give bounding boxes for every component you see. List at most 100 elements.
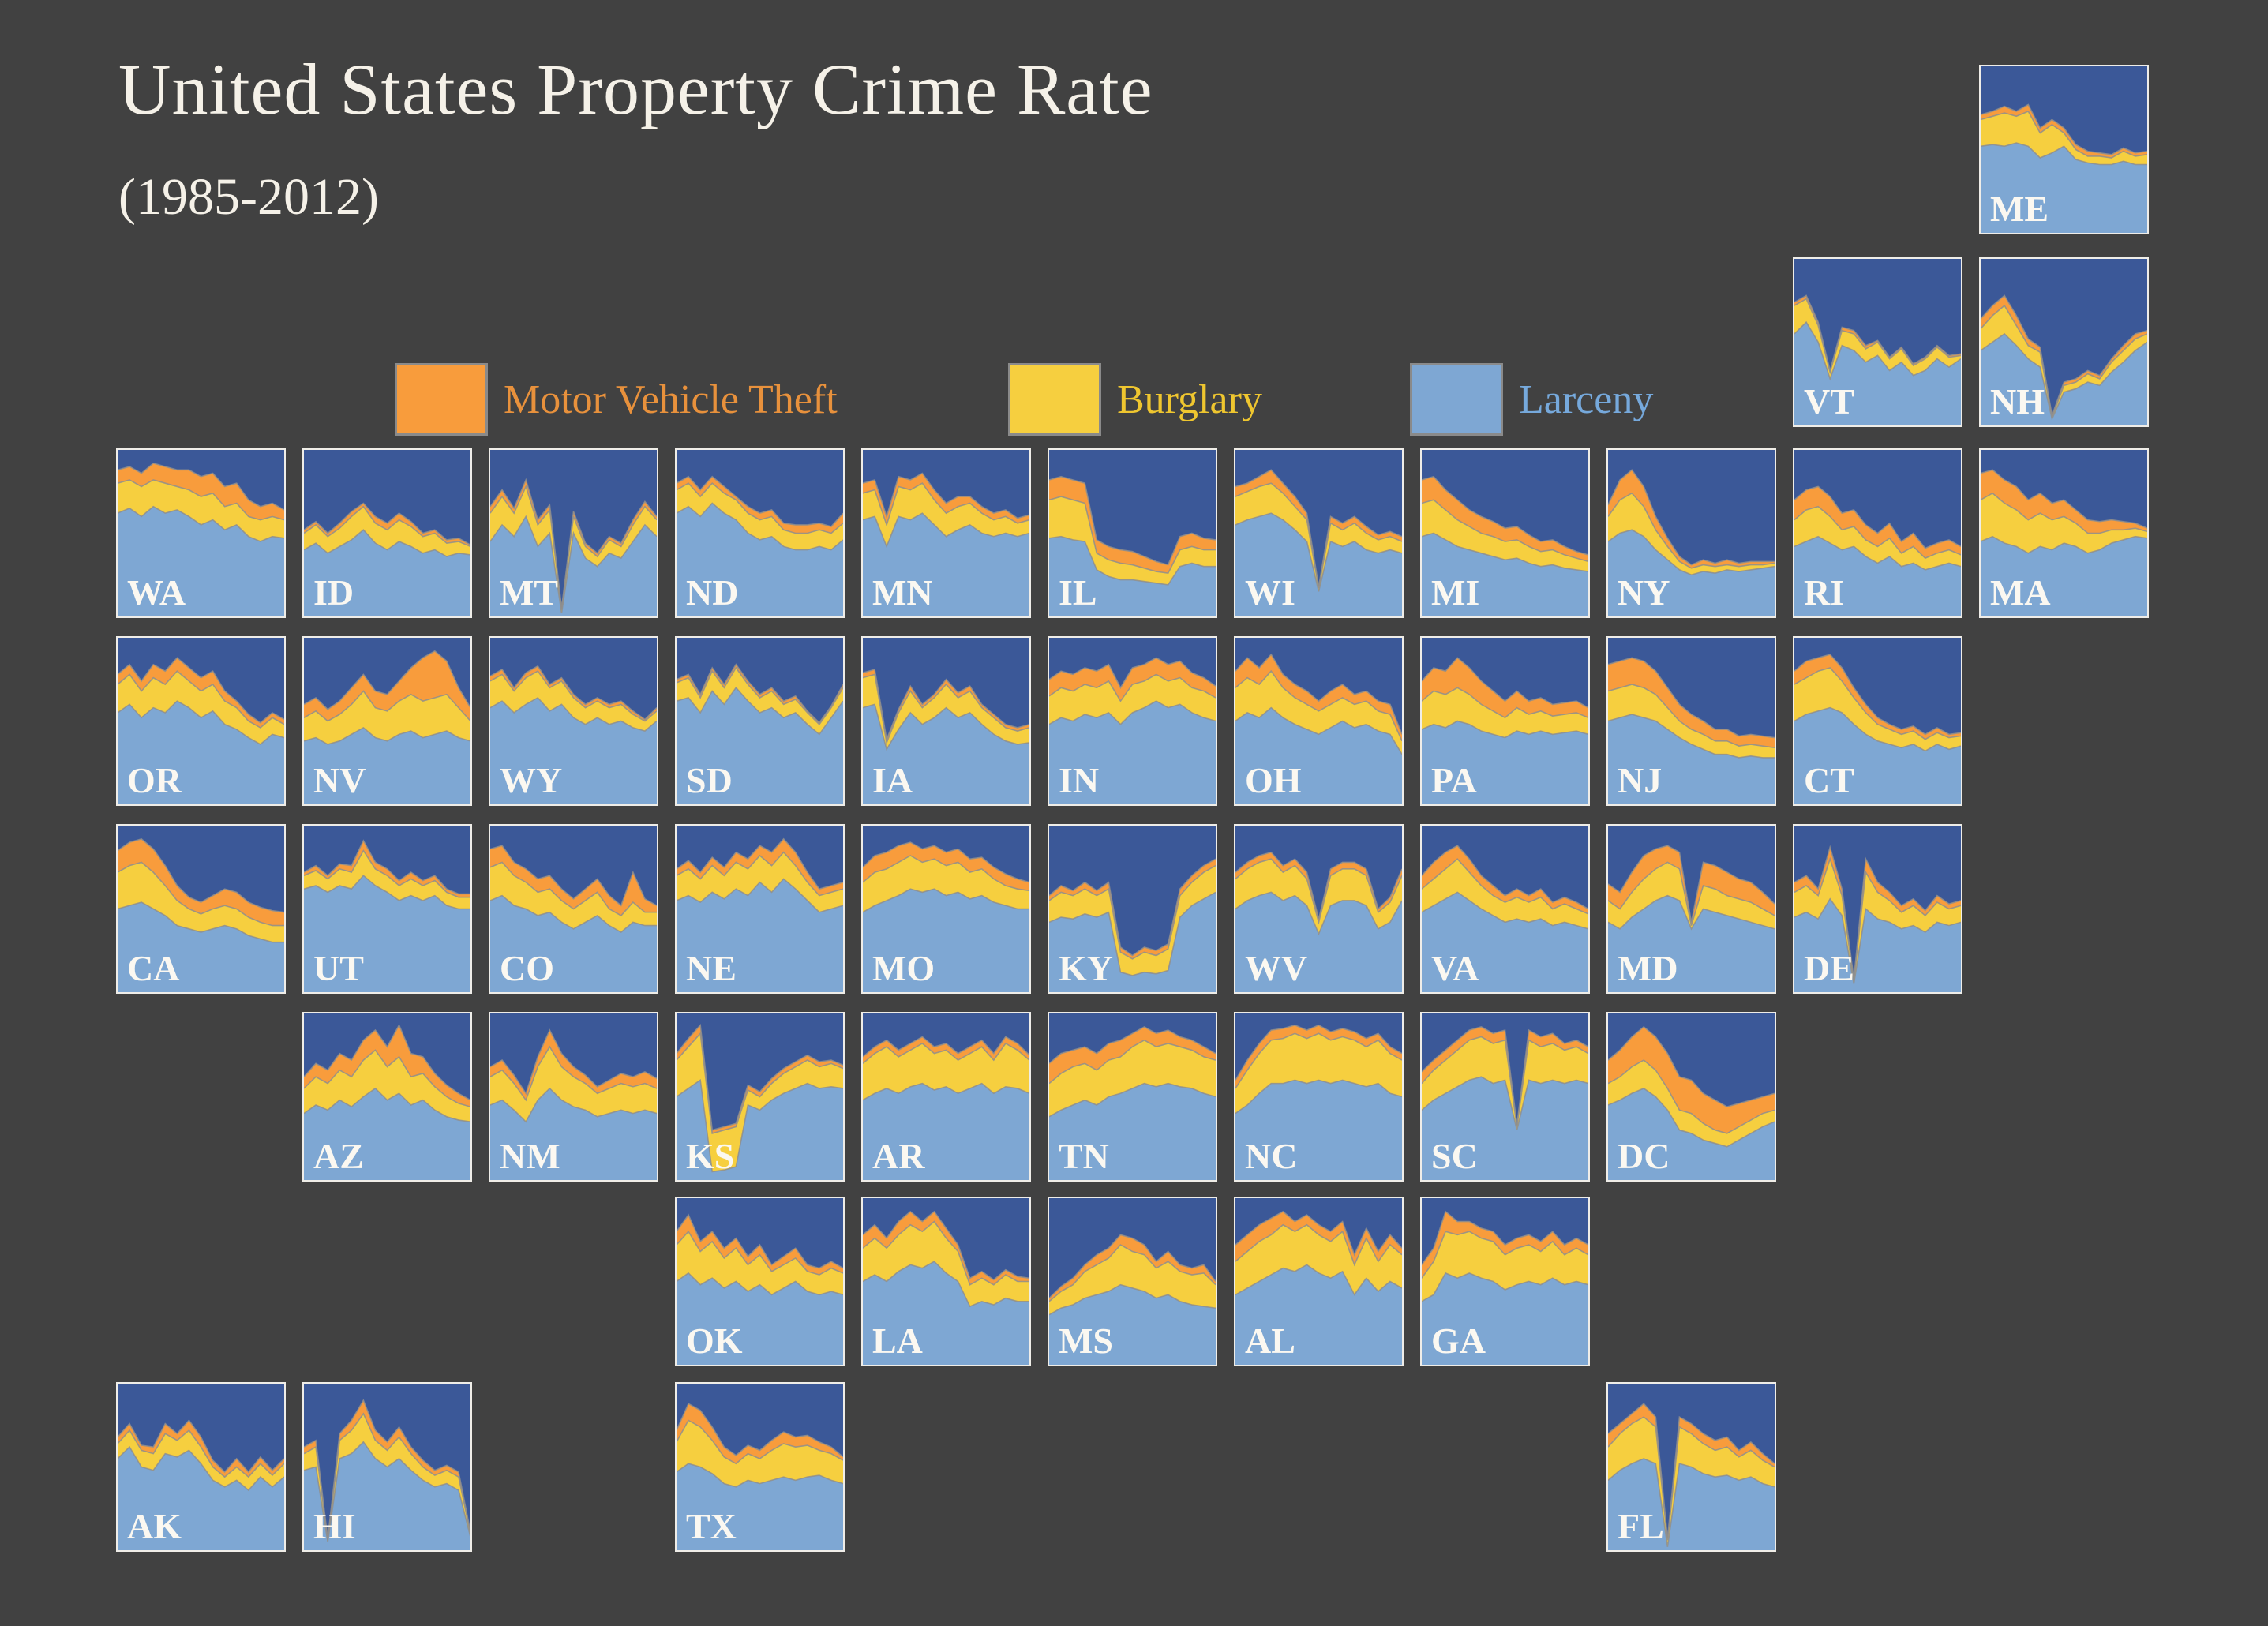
- state-label: KS: [686, 1136, 735, 1176]
- state-label: NH: [1990, 381, 2045, 421]
- state-label: ID: [313, 572, 354, 613]
- state-area-chart: [1422, 638, 1588, 804]
- state-label: MI: [1431, 572, 1480, 613]
- legend-label-larceny: Larceny: [1519, 377, 1654, 422]
- state-area-chart: [118, 1384, 284, 1550]
- state-area-chart: [490, 826, 657, 992]
- state-label: WY: [500, 760, 563, 800]
- state-tile-co: CO: [489, 824, 658, 994]
- state-label: FL: [1618, 1506, 1664, 1546]
- state-label: VA: [1431, 948, 1479, 988]
- state-tile-ks: KS: [675, 1012, 845, 1182]
- state-tile-mo: MO: [861, 824, 1031, 994]
- state-area-chart: [490, 1013, 657, 1180]
- state-label: SC: [1431, 1136, 1478, 1176]
- state-tile-wa: WA: [116, 448, 286, 618]
- state-tile-az: AZ: [302, 1012, 472, 1182]
- state-tile-mn: MN: [861, 448, 1031, 618]
- state-tile-nd: ND: [675, 448, 845, 618]
- state-tile-nv: NV: [302, 636, 472, 806]
- state-tile-nc: NC: [1234, 1012, 1404, 1182]
- state-area-chart: [1981, 259, 2147, 425]
- state-area-chart: [1049, 1013, 1216, 1180]
- state-label: AK: [127, 1506, 182, 1546]
- page-subtitle: (1985-2012): [118, 168, 379, 226]
- state-label: AZ: [313, 1136, 364, 1176]
- state-tile-in: IN: [1048, 636, 1217, 806]
- state-label: NJ: [1618, 760, 1663, 800]
- state-label: MS: [1059, 1321, 1113, 1361]
- state-label: LA: [872, 1321, 923, 1361]
- state-label: OR: [127, 760, 182, 800]
- state-area-chart: [304, 1013, 470, 1180]
- state-tile-hi: HI: [302, 1382, 472, 1552]
- state-label: CT: [1804, 760, 1854, 800]
- legend-label-burglary: Burglary: [1117, 377, 1262, 422]
- state-label: KY: [1059, 948, 1113, 988]
- state-label: MN: [872, 572, 933, 613]
- state-tile-pa: PA: [1420, 636, 1590, 806]
- state-tile-ma: MA: [1979, 448, 2149, 618]
- larceny-swatch: [1410, 363, 1503, 436]
- state-area-chart: [863, 450, 1029, 616]
- state-tile-ri: RI: [1793, 448, 1962, 618]
- state-area-chart: [863, 1198, 1029, 1365]
- state-area-chart: [1049, 638, 1216, 804]
- state-area-chart: [1608, 450, 1775, 616]
- state-area-chart: [1422, 826, 1588, 992]
- state-area-chart: [118, 638, 284, 804]
- state-tile-ne: NE: [675, 824, 845, 994]
- state-tile-al: AL: [1234, 1197, 1404, 1366]
- state-tile-id: ID: [302, 448, 472, 618]
- state-label: AL: [1245, 1321, 1295, 1361]
- state-tile-oh: OH: [1234, 636, 1404, 806]
- state-tile-wv: WV: [1234, 824, 1404, 994]
- state-label: CA: [127, 948, 180, 988]
- state-label: MT: [500, 572, 559, 613]
- state-area-chart: [1422, 450, 1588, 616]
- state-area-chart: [1049, 450, 1216, 616]
- state-tile-ca: CA: [116, 824, 286, 994]
- state-area-chart: [1794, 450, 1961, 616]
- state-tile-tx: TX: [675, 1382, 845, 1552]
- state-area-chart: [490, 638, 657, 804]
- state-label: DE: [1804, 948, 1854, 988]
- legend-item-motor-vehicle-theft: Motor Vehicle Theft: [395, 362, 838, 437]
- state-area-chart: [677, 638, 843, 804]
- state-tile-ak: AK: [116, 1382, 286, 1552]
- state-label: OH: [1245, 760, 1302, 800]
- state-tile-me: ME: [1979, 65, 2149, 234]
- state-area-chart: [677, 1198, 843, 1365]
- state-tile-ut: UT: [302, 824, 472, 994]
- state-label: VT: [1804, 381, 1854, 421]
- state-label: DC: [1618, 1136, 1670, 1176]
- state-area-chart: [863, 1013, 1029, 1180]
- state-label: NC: [1245, 1136, 1298, 1176]
- state-area-chart: [677, 1013, 843, 1180]
- state-area-chart: [118, 450, 284, 616]
- state-label: NV: [313, 760, 366, 800]
- state-area-chart: [1235, 638, 1402, 804]
- state-tile-dc: DC: [1606, 1012, 1776, 1182]
- state-tile-sd: SD: [675, 636, 845, 806]
- state-label: IL: [1059, 572, 1097, 613]
- state-label: OK: [686, 1321, 743, 1361]
- motor-vehicle-theft-swatch: [395, 363, 488, 436]
- state-area-chart: [677, 826, 843, 992]
- state-label: WI: [1245, 572, 1295, 613]
- state-label: TN: [1059, 1136, 1109, 1176]
- state-tile-ny: NY: [1606, 448, 1776, 618]
- state-area-chart: [677, 1384, 843, 1550]
- state-area-chart: [304, 1384, 470, 1550]
- state-area-chart: [304, 638, 470, 804]
- state-area-chart: [1608, 826, 1775, 992]
- state-tile-nj: NJ: [1606, 636, 1776, 806]
- state-area-chart: [1049, 1198, 1216, 1365]
- state-label: CO: [500, 948, 554, 988]
- page-title: United States Property Crime Rate: [118, 49, 1153, 129]
- state-area-chart: [1794, 638, 1961, 804]
- state-label: WA: [127, 572, 186, 613]
- state-label: PA: [1431, 760, 1477, 800]
- state-area-chart: [304, 450, 470, 616]
